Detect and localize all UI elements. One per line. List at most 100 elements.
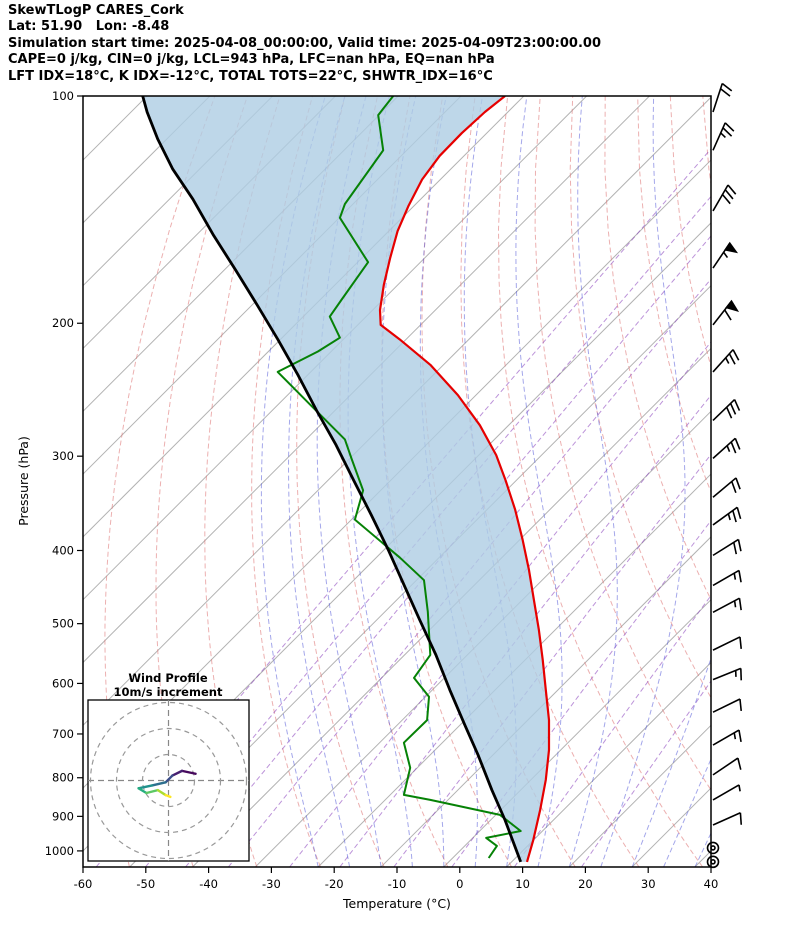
- x-tick-label: -10: [388, 877, 407, 891]
- wind-barb-half: [733, 573, 737, 580]
- moist-adiabat-line: [631, 656, 711, 867]
- isotherm-line: [83, 96, 711, 726]
- wind-barb-flag: [725, 299, 740, 312]
- isotherm-line: [506, 661, 711, 867]
- hodograph-trace-segment: [171, 769, 184, 777]
- hodograph-trace-segment: [164, 774, 174, 784]
- wind-barb-full: [732, 349, 740, 361]
- wind-barb-full: [724, 309, 732, 321]
- dry-adiabat-line: [204, 96, 281, 867]
- wind-barb-staff: [712, 729, 740, 746]
- isotherm-line: [694, 850, 711, 867]
- wind-barb-full: [730, 441, 737, 454]
- calm-wind-symbol: [706, 841, 720, 855]
- moist-adiabat-line: [287, 96, 351, 867]
- wind-barb-full: [739, 698, 743, 712]
- wind-barb-half: [720, 132, 726, 138]
- x-tick-label: 40: [704, 877, 719, 891]
- wind-barb-full: [739, 636, 743, 649]
- moist-adiabat-line: [694, 832, 711, 867]
- moist-adiabat-line: [515, 96, 563, 867]
- x-tick-label: -30: [262, 877, 281, 891]
- wind-barb-staff: [712, 83, 724, 113]
- y-tick-label: 800: [52, 771, 74, 785]
- wind-barb-full: [731, 481, 737, 494]
- wind-barb-staff: [712, 477, 737, 498]
- wind-barb-full: [738, 729, 742, 742]
- y-tick-label: 400: [52, 543, 74, 557]
- x-tick-label: -50: [136, 877, 155, 891]
- dry-adiabat-line: [497, 96, 704, 867]
- wind-barb-full: [738, 570, 742, 583]
- wind-barb-full: [737, 757, 742, 770]
- y-tick-label: 500: [52, 617, 74, 631]
- x-axis-label: Temperature (°C): [342, 896, 451, 911]
- mixing-ratio-line: [145, 195, 711, 867]
- dry-adiabat-line: [534, 96, 711, 791]
- wind-barb-staff: [712, 506, 738, 526]
- isotherm-line: [443, 598, 711, 867]
- wind-barb-staff: [712, 538, 739, 557]
- moist-adiabat-line: [568, 96, 618, 867]
- wind-barb-staff: [712, 399, 736, 421]
- wind-barb-full: [721, 82, 733, 92]
- y-tick-label: 200: [52, 316, 74, 330]
- profiles: [141, 96, 551, 863]
- moist-adiabat-line: [600, 96, 686, 867]
- y-tick-label: 1000: [45, 844, 74, 858]
- y-tick-label: 700: [52, 727, 74, 741]
- wind-barb-full: [727, 184, 737, 195]
- cape-indices-line: CAPE=0 j/kg, CIN=0 j/kg, LCL=943 hPa, LF…: [8, 52, 495, 68]
- wind-barb-full: [734, 437, 741, 450]
- stability-indices-line: LFT IDX=18°C, K IDX=-12°C, TOTAL TOTS=22…: [8, 68, 493, 84]
- hodograph-inset: [87, 699, 250, 862]
- x-tick-label: -20: [325, 877, 344, 891]
- plot-title: SkewTLogP CARES_Cork: [8, 3, 184, 18]
- isotherm-line: [83, 96, 274, 287]
- moist-adiabat-line: [260, 96, 326, 867]
- wind-barb-full: [732, 510, 737, 523]
- isotherm-line: [317, 473, 711, 867]
- hodograph-title-line1: Wind Profile: [128, 671, 208, 685]
- isotherm-line: [83, 96, 588, 601]
- wind-barb-full: [721, 193, 731, 205]
- isotherm-line: [255, 410, 711, 867]
- wind-barb-staff: [712, 122, 726, 151]
- wind-barb-half: [722, 251, 729, 259]
- wind-barb-staff: [712, 597, 740, 614]
- hodograph-trace-segment: [150, 781, 167, 787]
- dry-adiabat-line: [735, 96, 794, 867]
- wind-barb-full: [738, 598, 742, 611]
- shaded-area: [142, 96, 549, 862]
- wind-barb-half: [738, 784, 741, 792]
- isotherm-line: [129, 284, 711, 867]
- y-tick-label: 900: [52, 809, 74, 823]
- latlon-line: Lat: 51.90 Lon: -8.48: [8, 19, 170, 35]
- wind-barb-full: [728, 353, 736, 365]
- x-tick-label: 20: [578, 877, 593, 891]
- mixing-ratio-line: [95, 148, 711, 867]
- wind-barb-staff: [712, 784, 740, 801]
- wind-barb-half: [727, 513, 731, 521]
- hodograph-trace-segment: [145, 788, 160, 795]
- wind-barb-staff: [712, 757, 739, 776]
- calm-wind-symbol: [706, 855, 720, 869]
- y-axis-label: Pressure (hPa): [16, 436, 31, 526]
- wind-barb-full: [724, 189, 734, 200]
- hodograph-trace-segment: [137, 784, 154, 790]
- mixing-ratio-line: [228, 278, 711, 867]
- x-tick-label: -60: [74, 877, 93, 891]
- wind-barb-half: [725, 357, 730, 364]
- dry-adiabat-line: [251, 96, 321, 867]
- wind-barb-full: [736, 507, 742, 520]
- wind-barb-full: [724, 122, 735, 132]
- temperature-curve: [378, 96, 551, 863]
- wind-barb-half: [733, 600, 737, 608]
- isotherm-line: [83, 96, 85, 98]
- dry-adiabat-line: [604, 96, 711, 601]
- y-tick-label: 300: [52, 449, 74, 463]
- isotherm-line: [83, 96, 650, 664]
- mixing-ratio-line: [513, 594, 711, 867]
